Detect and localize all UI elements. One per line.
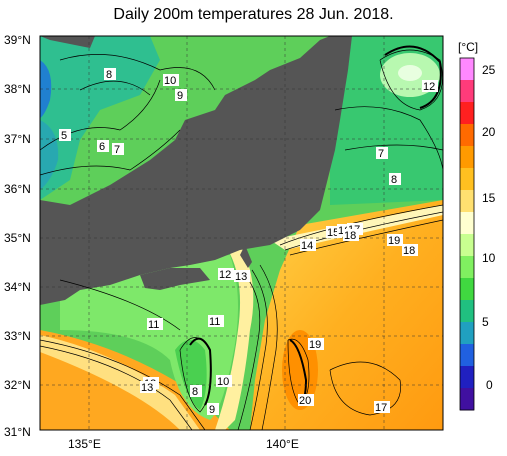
contour-label: 8: [190, 385, 202, 398]
latitude-axis: 39°N 38°N 37°N 36°N 35°N 34°N 33°N 32°N …: [4, 33, 31, 439]
colorbar-swatch: [460, 322, 474, 345]
svg-text:11: 11: [209, 316, 220, 328]
lat-label: 38°N: [4, 82, 31, 96]
contour-label: 19: [387, 234, 403, 247]
contour-label: 19: [308, 338, 324, 351]
land-north: [330, 36, 352, 170]
colorbar-tick: 10: [482, 251, 496, 265]
contour-label: 10: [163, 74, 179, 87]
svg-text:9: 9: [209, 404, 215, 416]
lat-label: 39°N: [4, 33, 31, 47]
colorbar-tick: 5: [482, 315, 489, 329]
svg-text:15: 15: [327, 227, 339, 239]
lat-label: 35°N: [4, 231, 31, 245]
svg-text:18: 18: [403, 245, 415, 257]
contour-label: 14: [300, 239, 316, 252]
svg-text:19: 19: [388, 235, 400, 247]
svg-text:10: 10: [217, 376, 229, 388]
lon-label: 135°E: [68, 437, 101, 451]
svg-text:18: 18: [344, 230, 356, 242]
colorbar-tick: 15: [482, 191, 496, 205]
svg-text:8: 8: [106, 69, 112, 81]
lat-label: 36°N: [4, 182, 31, 196]
colorbar-swatch: [460, 234, 474, 257]
contour-label: 12: [218, 268, 234, 281]
colorbar-swatch: [460, 366, 474, 389]
contour-label: 13: [140, 381, 156, 394]
lat-label: 31°N: [4, 425, 31, 439]
svg-text:13: 13: [235, 271, 247, 283]
colorbar-tick: 25: [482, 63, 496, 77]
colorbar-swatch: [460, 190, 474, 213]
svg-text:5: 5: [61, 130, 67, 142]
contour-label: 8: [104, 68, 116, 81]
contour-label: 9: [207, 403, 219, 416]
contour-label: 9: [175, 89, 187, 102]
svg-text:13: 13: [141, 382, 153, 394]
svg-text:19: 19: [309, 339, 321, 351]
lat-label: 34°N: [4, 280, 31, 294]
cold-core: [40, 60, 52, 118]
svg-text:20: 20: [299, 395, 311, 407]
land-peninsula: [40, 36, 95, 48]
lat-label: 37°N: [4, 132, 31, 146]
lat-label: 33°N: [4, 329, 31, 343]
longitude-axis: 135°E 140°E: [68, 437, 299, 451]
svg-text:12: 12: [423, 81, 435, 93]
svg-text:7: 7: [378, 148, 384, 160]
colorbar-tick: 20: [482, 125, 496, 139]
cold-water-region: [40, 36, 160, 200]
svg-text:8: 8: [391, 174, 397, 186]
contour-label: 12: [422, 80, 438, 93]
colorbar-tick: 0: [486, 378, 493, 392]
colorbar-swatch: [460, 58, 474, 81]
contour-labels: 8 10 9 12 5 6 7 7 8 14 15 16 17 18 19 18…: [59, 68, 438, 416]
contour-label: 17: [374, 401, 390, 414]
contour-label: 11: [147, 318, 163, 331]
colorbar-swatch: [460, 212, 474, 235]
contour-label: 7: [112, 143, 124, 156]
contour-label: 6: [97, 140, 109, 153]
colorbar-swatch: [460, 124, 474, 147]
contour-label: 11: [208, 315, 224, 328]
contour-label: 13: [234, 270, 250, 283]
land-shikoku: [140, 268, 210, 290]
svg-text:10: 10: [164, 75, 176, 87]
colorbar-swatch: [460, 102, 474, 125]
svg-text:6: 6: [99, 141, 105, 153]
colorbar-swatch: [460, 344, 474, 367]
svg-text:9: 9: [177, 90, 183, 102]
colorbar-swatch: [460, 256, 474, 279]
colorbar: [°C] 25 20 15 10 5 0: [458, 40, 496, 411]
colorbar-swatch: [460, 80, 474, 103]
colorbar-swatch: [460, 388, 474, 411]
svg-text:11: 11: [148, 319, 159, 331]
colorbar-swatch: [460, 146, 474, 169]
colorbar-unit: [°C]: [458, 40, 478, 54]
contour-label: 18: [343, 229, 359, 242]
contour-label: 20: [298, 394, 314, 407]
contour-label: 18: [402, 244, 418, 257]
lon-label: 140°E: [266, 437, 299, 451]
svg-text:14: 14: [301, 240, 313, 252]
svg-text:7: 7: [114, 144, 120, 156]
svg-text:17: 17: [375, 402, 387, 414]
contour-label: 5: [59, 129, 71, 142]
map-title: Daily 200m temperatures 28 Jun. 2018.: [113, 6, 394, 23]
colorbar-swatch: [460, 168, 474, 191]
contour-label: 7: [376, 147, 388, 160]
contour-label: 8: [389, 173, 401, 186]
lat-label: 32°N: [4, 378, 31, 392]
svg-text:8: 8: [192, 386, 198, 398]
graticule: [40, 36, 443, 430]
contour-label: 10: [216, 375, 232, 388]
svg-text:12: 12: [219, 269, 231, 281]
colorbar-swatch: [460, 278, 474, 301]
land-izu: [240, 245, 252, 268]
colorbar-swatch: [460, 300, 474, 323]
